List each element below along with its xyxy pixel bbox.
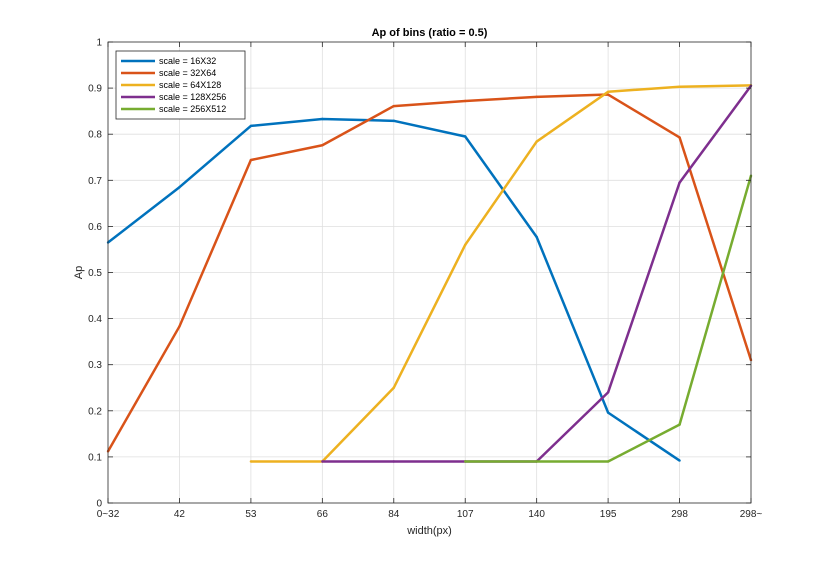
y-tick-label: 0.4	[88, 314, 102, 325]
data-point	[178, 186, 181, 189]
y-tick-label: 0.2	[88, 406, 102, 417]
data-point	[606, 93, 610, 96]
data-point	[535, 140, 538, 143]
data-point	[392, 386, 395, 389]
series-line-2	[106, 93, 753, 452]
x-tick-label: 298~	[740, 509, 763, 520]
legend-label: scale = 16X32	[159, 56, 216, 66]
series-lines	[106, 84, 753, 463]
data-point	[606, 391, 610, 394]
data-point	[606, 411, 610, 414]
series-line-3	[250, 84, 752, 463]
data-point	[249, 460, 253, 463]
data-point	[464, 99, 467, 103]
data-point	[178, 325, 181, 328]
data-point	[464, 243, 467, 247]
chart-title: Ap of bins (ratio = 0.5)	[372, 27, 488, 39]
x-tick-label: 195	[600, 509, 617, 520]
data-point	[392, 119, 395, 123]
data-point	[678, 423, 681, 426]
data-point	[464, 135, 467, 138]
data-point	[535, 235, 538, 239]
data-point	[678, 459, 681, 462]
legend-label: scale = 128X256	[159, 92, 226, 102]
legend-label: scale = 32X64	[159, 68, 216, 78]
data-point	[606, 90, 610, 93]
x-tick-label: 0~32	[97, 509, 120, 520]
x-tick-label: 84	[388, 509, 400, 520]
y-tick-label: 0.9	[88, 84, 102, 95]
y-tick-label: 0.5	[88, 268, 102, 279]
legend-label: scale = 64X128	[159, 80, 221, 90]
x-tick-label: 53	[245, 509, 257, 520]
y-tick-label: 0.3	[88, 360, 102, 371]
data-point	[392, 104, 395, 108]
data-point	[321, 144, 324, 147]
x-axis-label: width(px)	[406, 525, 452, 537]
y-tick-label: 0.1	[88, 452, 102, 463]
x-tick-label: 66	[317, 509, 329, 520]
data-point	[321, 117, 324, 121]
data-point	[606, 460, 610, 463]
y-tick-label: 0.7	[88, 176, 102, 187]
x-tick-label: 298	[671, 509, 688, 520]
data-point	[321, 460, 324, 463]
legend-label: scale = 256X512	[159, 104, 226, 114]
y-axis-label: Ap	[73, 266, 85, 279]
data-point	[678, 181, 681, 184]
x-tick-label: 107	[457, 509, 474, 520]
legend: scale = 16X32 scale = 32X64 scale = 64X128…	[115, 50, 246, 120]
data-point	[249, 158, 253, 162]
y-tick-label: 0	[96, 499, 102, 510]
y-tick-label: 1	[96, 38, 102, 49]
x-tick-label: 42	[174, 509, 186, 520]
data-point	[392, 460, 395, 463]
data-point	[678, 85, 681, 88]
x-tick-label: 140	[528, 509, 545, 520]
data-point	[535, 460, 538, 463]
axis-ticks: 0~32 42 53 66 84 107 140 195 298 298~ 0 0.1 0.2 0.3 0.…	[88, 38, 762, 521]
y-tick-label: 0.8	[88, 130, 102, 141]
data-point	[678, 136, 681, 139]
data-point	[535, 95, 538, 99]
data-point	[249, 124, 253, 128]
y-tick-label: 0.6	[88, 222, 102, 233]
data-point	[464, 460, 467, 463]
